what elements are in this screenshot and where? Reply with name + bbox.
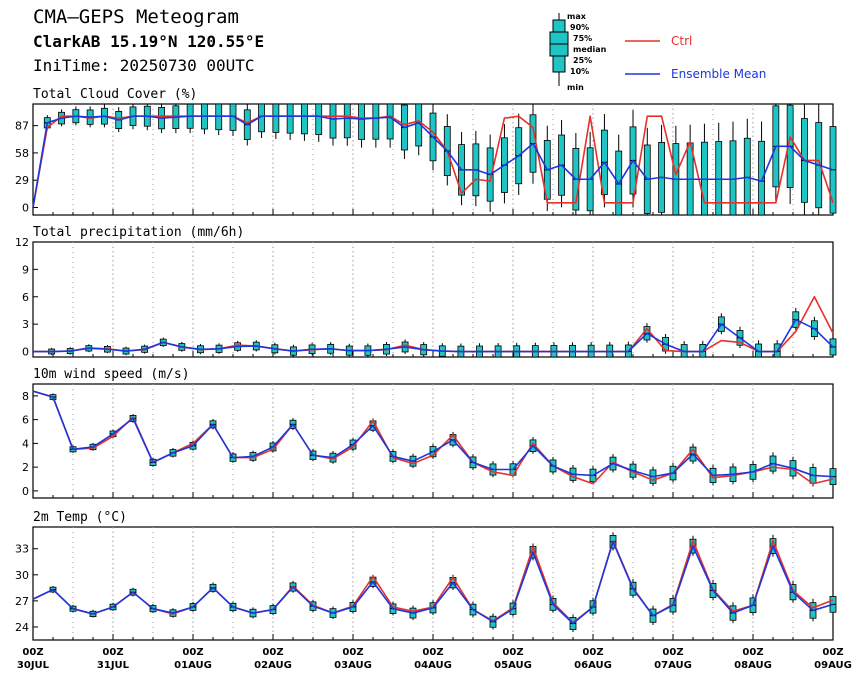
y-tick-label: 58 [15, 147, 29, 160]
station-label: ClarkAB 15.19°N 120.55°E [33, 32, 265, 51]
x-date-label: 02AUG [254, 660, 292, 671]
legend-label-25: 25% [573, 56, 592, 65]
box-body [286, 103, 294, 134]
box-body [343, 103, 351, 139]
panel-title: 2m Temp (°C) [33, 510, 127, 525]
x-date-label: 04AUG [414, 660, 452, 671]
mean-series-line [33, 318, 834, 353]
y-tick-label: 2 [22, 461, 29, 474]
box-body [301, 103, 308, 135]
box-body [729, 140, 737, 216]
legend-label-max: max [567, 12, 587, 21]
x-hour-label: 00Z [502, 647, 523, 658]
mean-series-line [32, 115, 834, 208]
y-tick-label: 87 [15, 120, 29, 133]
x-date-label: 06AUG [574, 660, 612, 671]
legend-label-90: 90% [570, 23, 589, 32]
panel-title: Total Cloud Cover (%) [33, 87, 197, 102]
x-hour-label: 00Z [22, 647, 43, 658]
init-time-label: IniTime: 20250730 00UTC [33, 56, 255, 75]
x-hour-label: 00Z [422, 647, 443, 658]
x-date-label: 08AUG [734, 660, 772, 671]
x-hour-label: 00Z [742, 647, 763, 658]
panel-title: Total precipitation (mm/6h) [33, 225, 244, 240]
box-body [315, 103, 323, 135]
y-tick-label: 0 [22, 201, 29, 214]
y-tick-label: 24 [15, 621, 29, 634]
mean-series-line [32, 540, 834, 625]
y-tick-label: 29 [15, 174, 29, 187]
y-tick-label: 12 [15, 236, 29, 249]
legend-label-median: median [573, 45, 607, 54]
panel-3: 2m Temp (°C) 24 27 30 33 [15, 510, 837, 641]
panel-2: 10m wind speed (m/s) 0 2 4 6 8 [22, 367, 837, 499]
y-tick-label: 3 [22, 318, 29, 331]
panel-0: Total Cloud Cover (%) 0 29 58 87 [15, 87, 837, 216]
x-date-label: 31JUL [97, 660, 130, 671]
box-body [386, 103, 394, 140]
x-date-label: 03AUG [334, 660, 372, 671]
ctrl-series-line [32, 115, 834, 208]
x-hour-label: 00Z [662, 647, 683, 658]
x-hour-label: 00Z [182, 647, 203, 658]
chart-title: CMA—GEPS Meteogram [33, 6, 239, 28]
x-hour-label: 00Z [822, 647, 843, 658]
panel-1: Total precipitation (mm/6h) 0 3 6 9 12 [15, 225, 837, 359]
panel-title: 10m wind speed (m/s) [33, 367, 190, 382]
legend-mean-label: Ensemble Mean [671, 67, 766, 81]
y-tick-label: 4 [22, 437, 29, 450]
x-date-label: 07AUG [654, 660, 692, 671]
box-body [329, 103, 337, 139]
box-body [715, 141, 723, 216]
legend-ctrl-label: Ctrl [671, 34, 692, 48]
x-date-label: 09AUG [814, 660, 852, 671]
legend-label-10: 10% [570, 67, 589, 76]
y-tick-label: 6 [22, 291, 29, 304]
y-tick-label: 6 [22, 414, 29, 427]
y-tick-label: 33 [15, 543, 29, 556]
box-body [358, 103, 365, 140]
x-hour-label: 00Z [342, 647, 363, 658]
box-body [758, 140, 765, 216]
y-tick-label: 27 [15, 595, 29, 608]
x-date-label: 30JUL [17, 660, 50, 671]
y-tick-label: 0 [22, 485, 29, 498]
y-tick-label: 8 [22, 390, 29, 403]
x-hour-label: 00Z [582, 647, 603, 658]
x-hour-label: 00Z [102, 647, 123, 658]
legend: max 90% 75% median 25% 10% min Ctrl Ense… [549, 12, 766, 92]
legend-label-min: min [567, 83, 584, 92]
y-tick-label: 9 [22, 263, 29, 276]
box-body [372, 103, 380, 140]
mean-series-line [32, 390, 834, 478]
box-body [272, 103, 280, 133]
x-hour-label: 00Z [262, 647, 283, 658]
x-date-label: 01AUG [174, 660, 212, 671]
panel-frame [32, 241, 834, 358]
y-tick-label: 30 [15, 569, 29, 582]
y-tick-label: 0 [22, 346, 29, 359]
x-date-label: 05AUG [494, 660, 532, 671]
legend-label-75: 75% [573, 34, 592, 43]
